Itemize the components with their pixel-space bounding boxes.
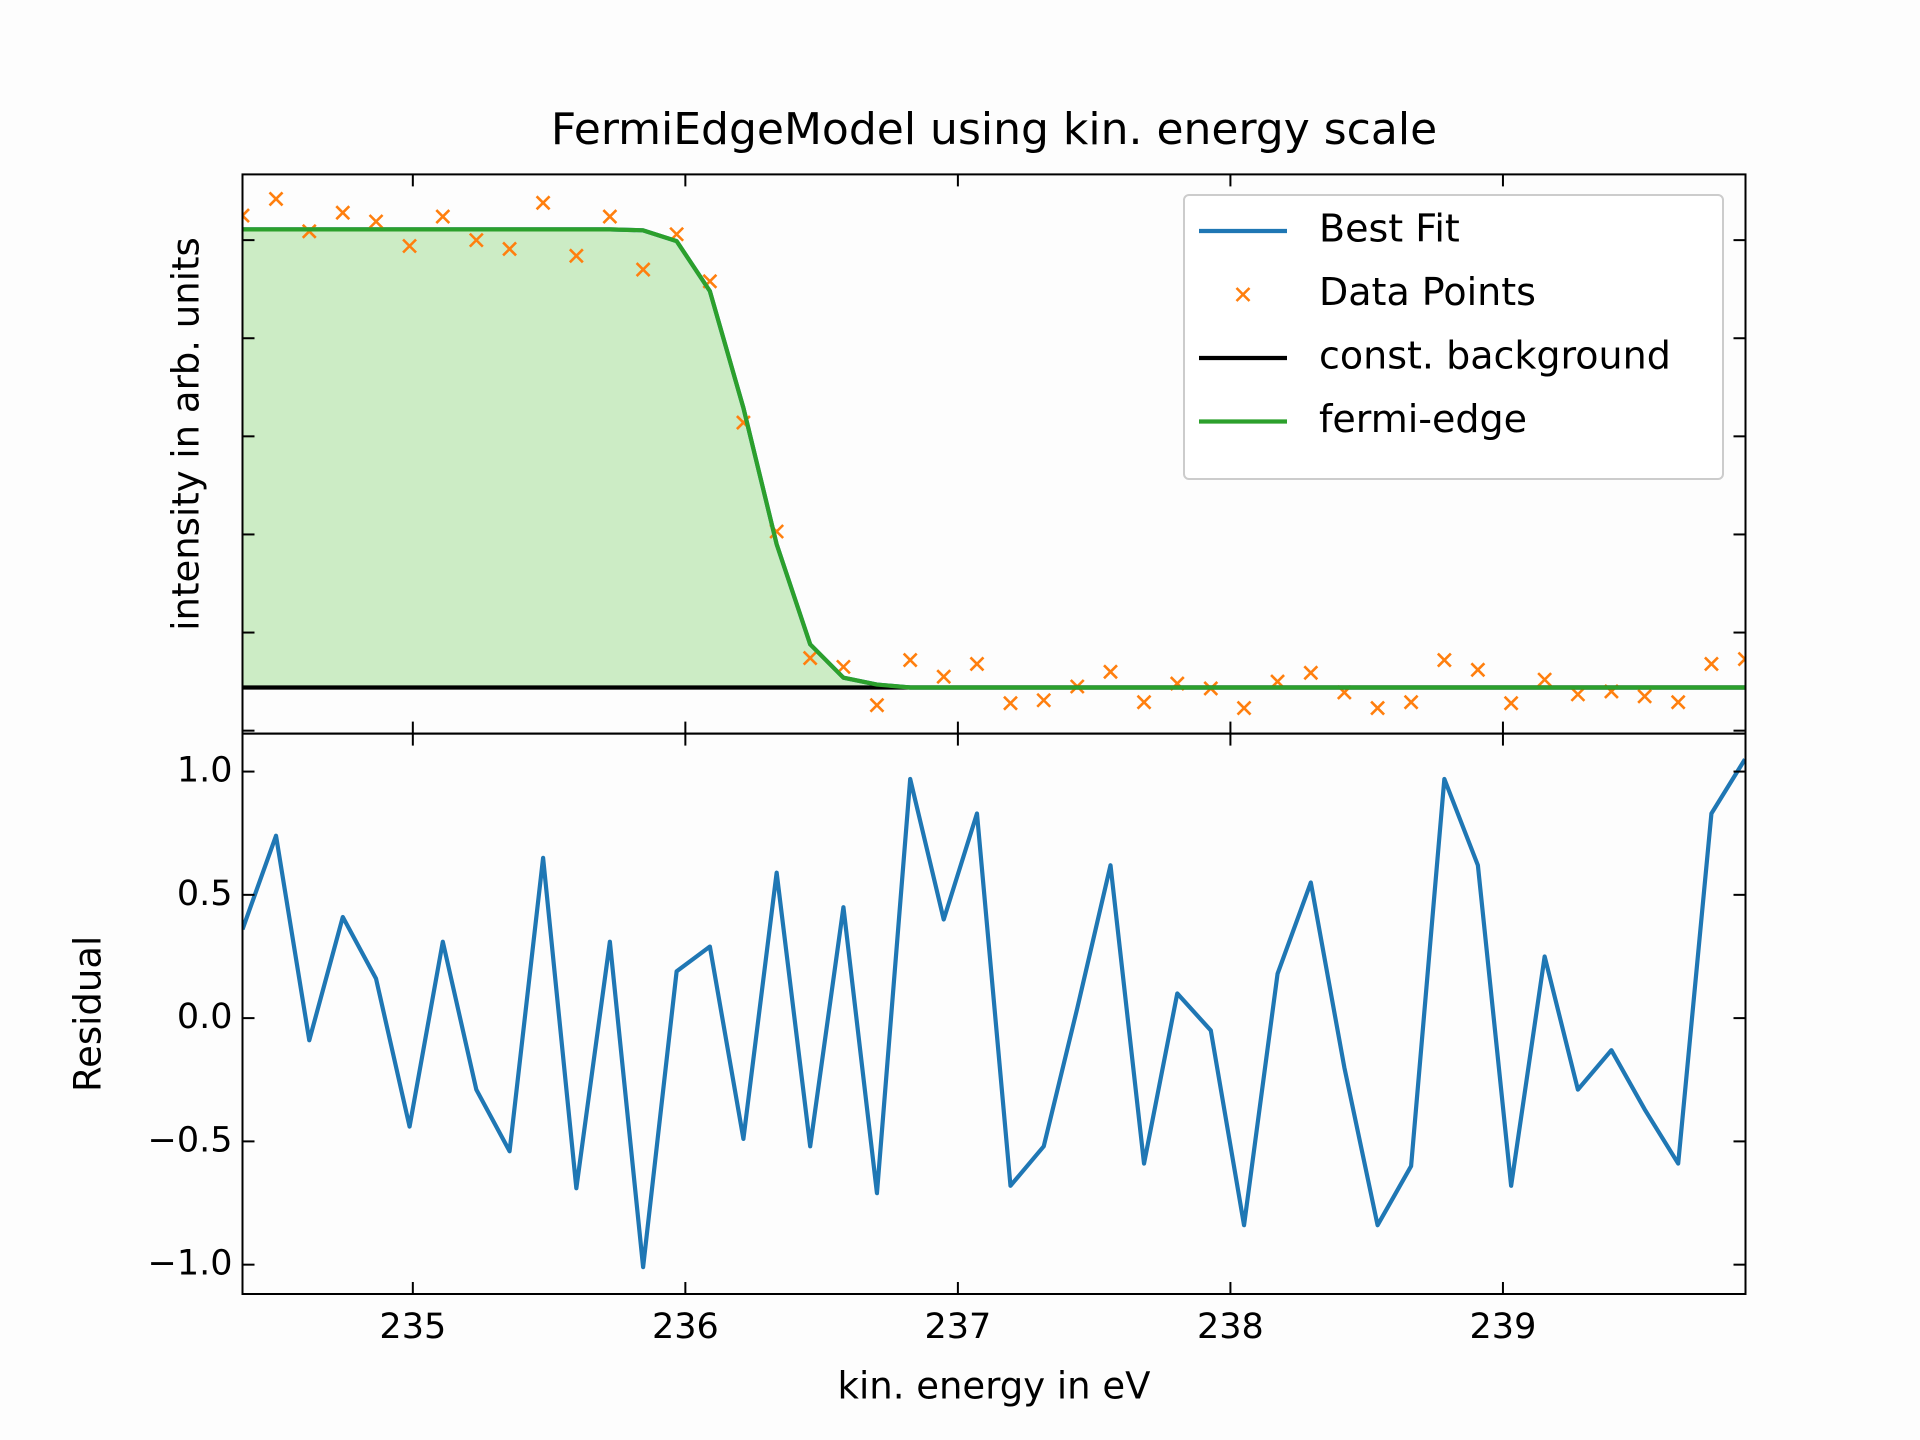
x-tick-label: 235 (379, 1307, 446, 1347)
y-tick-label: −0.5 (148, 1120, 233, 1160)
axes-frame (241, 732, 1747, 1295)
legend-box (1183, 194, 1724, 480)
x-tick-label: 236 (652, 1307, 719, 1347)
y-tick-label: 0.5 (177, 874, 233, 914)
data-point (402, 238, 417, 254)
x-tick-label: 238 (1197, 1307, 1264, 1347)
data-point (242, 208, 250, 224)
x-tick-label: 237 (924, 1307, 991, 1347)
data-point (902, 652, 918, 668)
data-point (1704, 656, 1719, 672)
data-point (1036, 692, 1052, 708)
plot-area (242, 758, 1746, 1270)
data-point (1403, 694, 1419, 710)
data-point (1003, 695, 1018, 711)
data-point (635, 262, 651, 277)
data-point (869, 697, 885, 713)
data-point (936, 669, 952, 685)
legend-label: fermi-edge (1319, 397, 1527, 441)
data-point (1537, 672, 1553, 688)
data-point (535, 195, 551, 211)
x-axis-label: kin. energy in eV (838, 1365, 1151, 1408)
data-point (1570, 686, 1586, 702)
data-point (1503, 695, 1519, 711)
y-tick-label: 0.0 (177, 997, 233, 1037)
legend-label: const. background (1319, 334, 1671, 378)
data-point (1236, 700, 1252, 716)
data-point (568, 248, 584, 264)
data-point (969, 656, 985, 672)
y-tick-label: 1.0 (177, 751, 233, 791)
legend-label: Best Fit (1319, 207, 1460, 251)
data-point (268, 191, 284, 207)
data-point (1103, 664, 1118, 680)
legend-marker (1235, 287, 1251, 302)
area-fill (242, 229, 1745, 688)
data-point (502, 241, 517, 257)
series-line (242, 758, 1746, 1270)
y-axis-label: Residual (67, 936, 110, 1092)
data-point (468, 232, 484, 248)
series-line (242, 227, 1745, 690)
data-point (1436, 652, 1452, 668)
legend: Best Fit Data Points const. background ferm… (1183, 194, 1724, 480)
data-point (1136, 694, 1152, 710)
data-point (1303, 665, 1319, 681)
data-point (602, 209, 618, 225)
y-tick-label: −1.0 (148, 1244, 233, 1284)
data-point (435, 209, 451, 225)
data-point (335, 205, 351, 221)
data-point (1637, 688, 1653, 704)
data-point (1370, 700, 1386, 716)
data-point (368, 214, 384, 229)
legend-label: Data Points (1319, 270, 1536, 314)
data-point (802, 650, 818, 666)
chart-title: FermiEdgeModel using kin. energy scale (551, 104, 1437, 155)
x-tick-label: 239 (1470, 1307, 1537, 1347)
y-axis-label: intensity in arb. units (165, 237, 208, 631)
plot-area (242, 191, 1746, 716)
data-point (1470, 662, 1486, 678)
data-point (1670, 694, 1686, 710)
